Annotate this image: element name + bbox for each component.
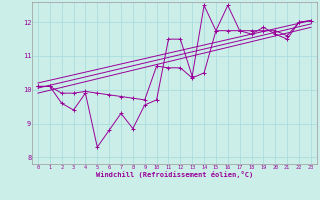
X-axis label: Windchill (Refroidissement éolien,°C): Windchill (Refroidissement éolien,°C): [96, 171, 253, 178]
